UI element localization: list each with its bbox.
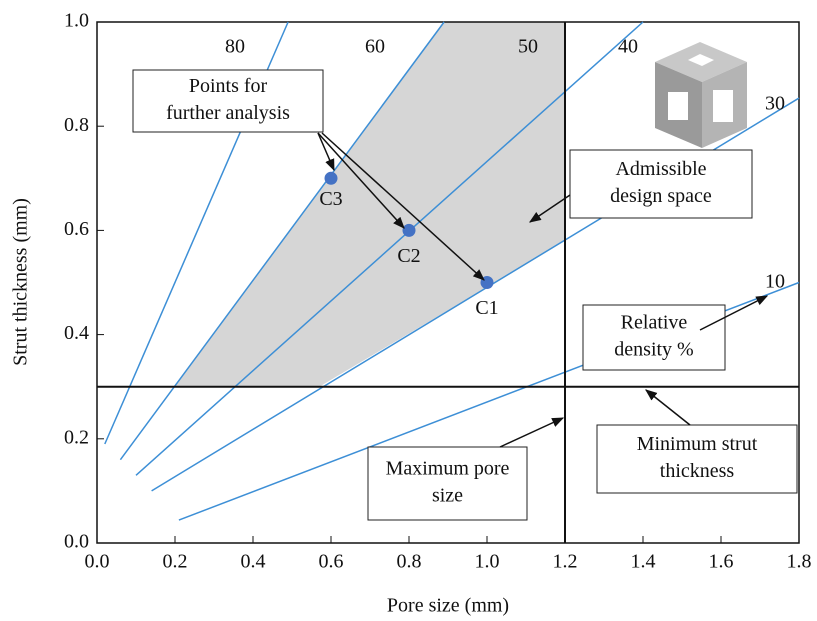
x-tick-label: 1.6 xyxy=(709,551,734,573)
cube-icon xyxy=(655,42,747,148)
annotation-text: Points for xyxy=(189,75,268,97)
y-tick-label: 0.8 xyxy=(64,114,89,136)
y-tick-label: 0.4 xyxy=(64,322,89,344)
design-point xyxy=(403,224,416,237)
annotation-arrow xyxy=(318,133,334,170)
annotation-text: Relative xyxy=(621,312,688,334)
y-tick-label: 0.6 xyxy=(64,218,89,240)
x-tick-label: 1.0 xyxy=(475,551,500,573)
chart: Pore size (mm) Strut thickness (mm) 0.00… xyxy=(0,0,817,621)
x-tick-label: 0.0 xyxy=(85,551,110,573)
point-label: C2 xyxy=(397,245,420,267)
x-tick-label: 1.8 xyxy=(787,551,812,573)
annotation-arrow xyxy=(500,418,563,447)
annotation-arrow xyxy=(646,390,690,425)
x-tick-label: 0.8 xyxy=(397,551,422,573)
line-label: 30 xyxy=(765,93,785,115)
y-tick-label: 0.0 xyxy=(64,531,89,553)
annotation-text: further analysis xyxy=(166,102,290,124)
point-label: C1 xyxy=(475,297,498,319)
annotation-text: thickness xyxy=(660,460,735,482)
annotation-text: Admissible xyxy=(615,158,706,180)
annotation-text: Minimum strut xyxy=(637,433,758,455)
x-tick-label: 0.6 xyxy=(319,551,344,573)
line-label: 50 xyxy=(518,36,538,58)
y-axis-label: Strut thickness (mm) xyxy=(10,198,32,366)
x-tick-label: 1.4 xyxy=(631,551,656,573)
annotation-text: density % xyxy=(614,339,693,361)
line-label: 80 xyxy=(225,36,245,58)
x-tick-label: 1.2 xyxy=(553,551,578,573)
line-label: 10 xyxy=(765,271,785,293)
x-tick-label: 0.2 xyxy=(163,551,188,573)
line-label: 40 xyxy=(618,36,638,58)
design-point xyxy=(325,172,338,185)
annotation-text: size xyxy=(432,485,463,507)
x-axis-label: Pore size (mm) xyxy=(387,595,509,617)
line-label: 60 xyxy=(365,36,385,58)
y-tick-label: 1.0 xyxy=(64,10,89,32)
annotation-text: design space xyxy=(610,185,712,207)
y-tick-label: 0.2 xyxy=(64,426,89,448)
x-tick-label: 0.4 xyxy=(241,551,266,573)
point-label: C3 xyxy=(319,188,342,210)
annotation-text: Maximum pore xyxy=(386,458,510,480)
